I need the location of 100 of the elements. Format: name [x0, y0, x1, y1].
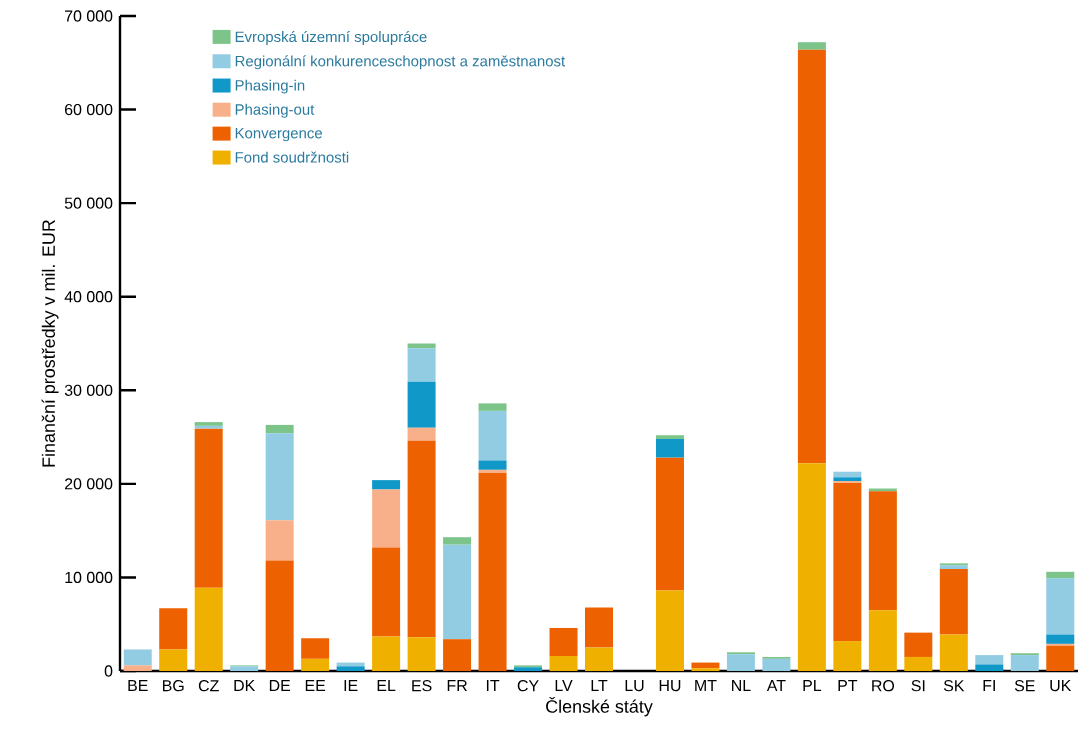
x-tick-label: CY: [517, 680, 539, 692]
y-axis-title: Finanční prostředky v mil. EUR: [41, 219, 59, 467]
bar: [726, 654, 755, 671]
x-tick-label: EL: [377, 680, 396, 692]
bar: [1046, 645, 1075, 671]
bar: [585, 647, 613, 671]
bar: [549, 627, 578, 657]
x-tick-label: UK: [1050, 680, 1072, 692]
bar: [443, 537, 472, 545]
legend-label: Phasing-in: [235, 79, 305, 94]
bar: [655, 457, 684, 591]
x-tick-label: RO: [872, 680, 895, 692]
bar: [443, 639, 472, 671]
x-tick-label: AT: [766, 680, 786, 692]
bar: [975, 664, 1004, 671]
x-tick-label: BG: [163, 680, 184, 692]
bar: [265, 424, 294, 434]
bar: [1046, 571, 1075, 579]
bar: [797, 42, 826, 50]
legend-label: Konvergence: [235, 127, 322, 142]
y-tick-label: 40 000: [64, 291, 113, 303]
bar: [301, 658, 330, 671]
bar: [549, 656, 578, 671]
bar: [230, 666, 259, 671]
bar: [336, 666, 365, 671]
legend-label: Evropská územní spolupráce: [235, 30, 427, 46]
legend-label: Phasing-out: [235, 103, 315, 118]
bar: [1046, 634, 1075, 644]
bar: [194, 428, 223, 588]
bar: [939, 569, 968, 635]
bar: [407, 427, 436, 441]
bar: [904, 656, 933, 671]
x-tick-label: DK: [234, 680, 256, 692]
y-tick-label: 30 000: [64, 384, 113, 396]
bar: [123, 649, 152, 666]
bar: [655, 435, 684, 439]
bar: [159, 649, 188, 671]
bar: [868, 610, 897, 671]
x-tick-label: LT: [591, 680, 608, 692]
bar: [1046, 578, 1075, 635]
bar: [655, 438, 684, 458]
bar: [372, 489, 401, 548]
x-tick-label: DE: [269, 680, 291, 692]
bar: [478, 410, 507, 461]
y-tick-label: 70 000: [65, 10, 113, 22]
bar: [265, 560, 294, 671]
y-tick-label: 0: [104, 665, 113, 677]
x-tick-label: ES: [412, 680, 432, 692]
bar: [833, 641, 862, 671]
bar: [585, 607, 613, 648]
bar: [372, 480, 401, 490]
y-tick-label: 20 000: [65, 478, 113, 490]
x-tick-label: PL: [803, 680, 822, 692]
y-tick-label: 60 000: [65, 103, 113, 116]
bar: [904, 632, 933, 657]
x-tick-label: IT: [486, 680, 500, 692]
bar: [407, 637, 436, 671]
bar: [407, 381, 436, 428]
bar: [265, 520, 294, 561]
bar: [833, 477, 862, 482]
bar: [301, 638, 330, 659]
bar: [123, 665, 152, 671]
bar: [478, 403, 507, 411]
bar: [443, 544, 472, 640]
x-tick-label: BE: [128, 680, 148, 692]
bar: [939, 565, 968, 570]
bar: [407, 440, 436, 638]
bar: [1010, 655, 1039, 671]
y-tick-label: 10 000: [65, 571, 113, 584]
x-tick-label: HU: [659, 680, 681, 692]
bar: [159, 608, 188, 650]
bar: [691, 668, 720, 671]
bar: [975, 655, 1004, 665]
bar: [194, 587, 223, 671]
x-axis-title: Členské státy: [546, 696, 653, 717]
x-tick-label: PT: [838, 680, 858, 692]
x-tick-label: LU: [625, 680, 644, 692]
x-tick-label: SI: [911, 680, 925, 692]
x-tick-label: NL: [732, 680, 751, 692]
bar: [868, 491, 897, 611]
x-tick-label: FI: [983, 680, 995, 692]
bar: [407, 348, 436, 382]
bar: [265, 433, 294, 521]
bar: [478, 469, 507, 473]
bar: [939, 634, 968, 671]
bar: [478, 460, 507, 470]
x-tick-label: EE: [305, 680, 326, 692]
bar: [372, 547, 401, 637]
bar: [797, 49, 826, 464]
x-tick-label: MT: [695, 680, 717, 692]
x-tick-label: FR: [447, 680, 467, 692]
bar: [797, 463, 826, 671]
legend-label: Fond soudržnosti: [235, 151, 349, 163]
bar: [833, 482, 862, 642]
x-tick-label: SE: [1014, 680, 1035, 692]
y-tick-label: 50 000: [64, 197, 113, 209]
bar: [372, 636, 401, 671]
bar: [762, 658, 791, 671]
bar: [478, 472, 507, 671]
x-tick-label: CZ: [198, 680, 219, 692]
